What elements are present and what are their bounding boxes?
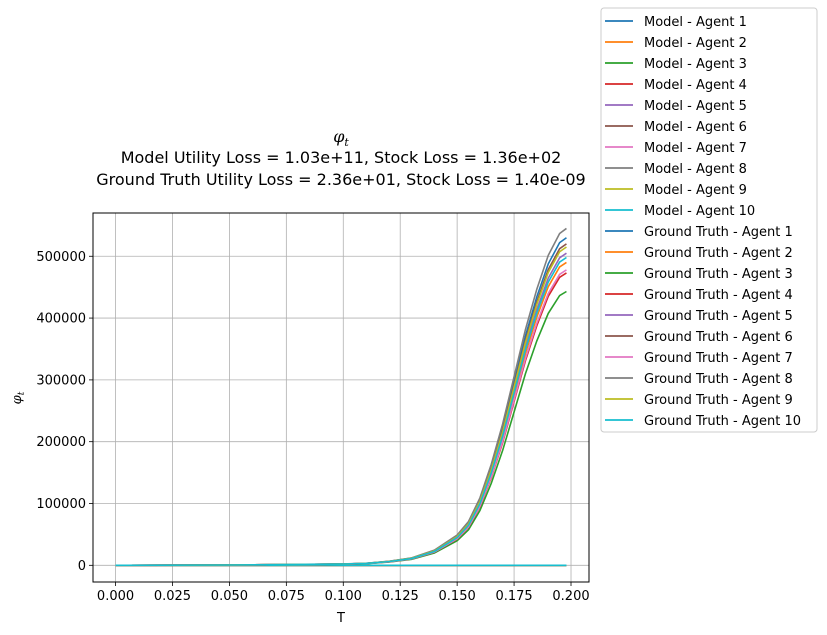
x-tick-label: 0.125	[382, 589, 419, 604]
legend-entry: Model - Agent 4	[644, 78, 747, 93]
y-tick-label: 300000	[36, 373, 86, 388]
y-tick-label: 100000	[36, 497, 86, 512]
chart-title-symbol: φ	[333, 127, 345, 146]
legend-entry: Model - Agent 9	[644, 183, 747, 198]
x-tick-label: 0.150	[439, 589, 476, 604]
y-axis-label-symbol: φ	[10, 394, 25, 404]
legend-entry: Ground Truth - Agent 5	[644, 309, 793, 324]
series-line-model-agent-6	[115, 243, 567, 567]
x-tick-label: 0.075	[268, 589, 305, 604]
legend: Model - Agent 1 Model - Agent 2 Model - Ag…	[600, 7, 818, 433]
x-axis-label: T	[336, 611, 345, 626]
x-tick-label: 0.000	[97, 589, 134, 604]
legend-entry: Model - Agent 1	[644, 15, 747, 30]
legend-entry: Ground Truth - Agent 1	[644, 225, 793, 240]
x-tick-label: 0.200	[552, 589, 589, 604]
legend-entry: Model - Agent 7	[644, 141, 747, 156]
x-tick-label: 0.100	[325, 589, 362, 604]
legend-entry: Ground Truth - Agent 8	[644, 372, 793, 387]
legend-entry: Ground Truth - Agent 10	[644, 414, 801, 429]
series-line-model-agent-4	[115, 272, 567, 567]
legend-entry: Ground Truth - Agent 3	[644, 267, 793, 282]
x-tick-label: 0.175	[495, 589, 532, 604]
legend-frame	[600, 7, 818, 433]
series-line-model-agent-10	[115, 256, 567, 567]
series-line-model-agent-2	[115, 261, 567, 567]
y-axis-label: φt	[10, 391, 27, 404]
legend-entry: Model - Agent 2	[644, 36, 747, 51]
series-line-model-agent-8	[115, 227, 567, 567]
y-tick-label: 400000	[36, 312, 86, 327]
series-lines	[115, 227, 567, 567]
chart-title: φt	[333, 127, 349, 149]
series-line-model-agent-9	[115, 246, 567, 567]
legend-entry: Ground Truth - Agent 6	[644, 330, 793, 345]
legend-entry: Ground Truth - Agent 4	[644, 288, 793, 303]
y-tick-label: 200000	[36, 435, 86, 450]
legend-entry: Model - Agent 3	[644, 57, 747, 72]
legend-entry: Ground Truth - Agent 9	[644, 393, 793, 408]
x-tick-label: 0.050	[211, 589, 248, 604]
axis-ticks: 0.000 0.025 0.050 0.075 0.100 0.125 0.150 0.175…	[36, 250, 589, 604]
chart-subtitle-line-1: Model Utility Loss = 1.03e+11, Stock Los…	[121, 148, 562, 167]
chart-subtitle-line-2: Ground Truth Utility Loss = 2.36e+01, St…	[96, 170, 585, 189]
legend-entry: Model - Agent 6	[644, 120, 747, 135]
legend-entry: Ground Truth - Agent 2	[644, 246, 793, 261]
series-line-model-agent-7	[115, 269, 567, 567]
y-tick-label: 500000	[36, 250, 86, 265]
y-axis-label-subscript: t	[17, 391, 27, 395]
y-tick-label: 0	[78, 559, 86, 574]
legend-entry: Model - Agent 8	[644, 162, 747, 177]
series-line-model-agent-1	[115, 237, 567, 567]
legend-entry: Ground Truth - Agent 7	[644, 351, 793, 366]
plot-frame	[92, 212, 590, 583]
legend-entry: Model - Agent 10	[644, 204, 755, 219]
series-line-model-agent-5	[115, 252, 567, 567]
legend-entry: Model - Agent 5	[644, 99, 747, 114]
series-line-model-agent-3	[115, 290, 567, 567]
chart-title-subscript: t	[344, 136, 349, 149]
x-tick-label: 0.025	[154, 589, 191, 604]
